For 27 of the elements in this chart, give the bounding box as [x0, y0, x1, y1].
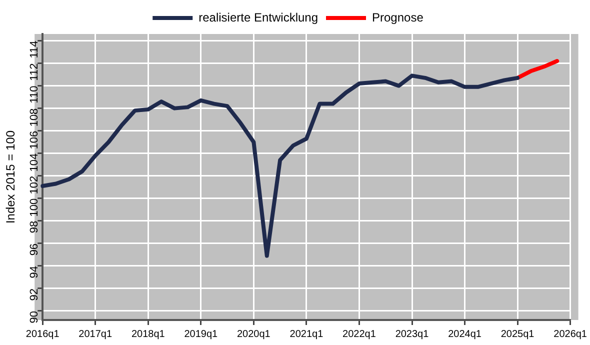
y-axis-title: Index 2015 = 100: [4, 130, 18, 224]
x-tick-label: 2026q1: [554, 328, 588, 340]
x-tick-label: 2016q1: [26, 328, 60, 340]
x-tick-label: 2025q1: [500, 328, 535, 340]
y-tick-label: 94: [28, 266, 41, 278]
y-tick-label: 114: [28, 40, 41, 58]
y-tick-label: 110: [28, 86, 41, 104]
legend-label: realisierte Entwicklung: [198, 10, 318, 24]
y-tick-label: 98: [28, 220, 41, 234]
y-tick-label: 106: [28, 130, 41, 150]
x-tick-label: 2019q1: [184, 328, 218, 340]
y-tick-label: 102: [28, 176, 41, 194]
y-tick-label: 100: [28, 198, 41, 217]
x-tick-label: 2021q1: [290, 328, 324, 340]
x-tick-label: 2024q1: [448, 328, 482, 340]
x-tick-label: 2020q1: [237, 328, 271, 340]
y-tick-label: 104: [28, 153, 41, 172]
legend-label: Prognose: [372, 10, 424, 24]
y-tick-label: 108: [28, 108, 41, 127]
x-tick-label: 2018q1: [131, 328, 166, 340]
y-tick-label: 96: [28, 243, 41, 256]
x-tick-label: 2022q1: [342, 328, 376, 340]
x-tick-label: 2023q1: [395, 328, 430, 340]
y-tick-label: 112: [28, 63, 41, 81]
y-tick-label: 90: [28, 310, 41, 324]
x-tick-label: 2017q1: [78, 328, 112, 340]
y-tick-label: 92: [28, 288, 41, 301]
